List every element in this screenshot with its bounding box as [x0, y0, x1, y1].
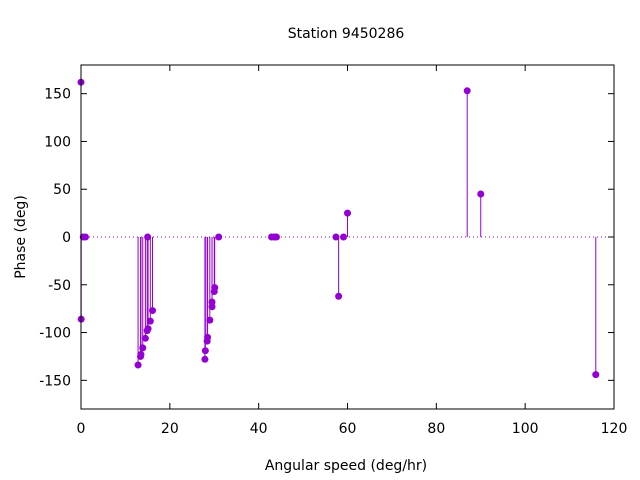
data-point — [206, 316, 214, 324]
data-point — [215, 233, 223, 241]
data-point — [141, 334, 149, 342]
data-point — [332, 233, 340, 241]
plot-frame — [80, 64, 615, 410]
data-point — [340, 233, 348, 241]
data-point — [204, 333, 212, 341]
y-tick-label: -50 — [48, 278, 71, 294]
y-tick-label: 0 — [62, 230, 71, 246]
x-axis-label: Angular speed (deg/hr) — [265, 458, 427, 474]
data-point — [208, 298, 216, 306]
data-point — [139, 344, 147, 352]
data-point — [144, 325, 152, 333]
y-tick-label: 50 — [53, 182, 71, 198]
x-tick-label: 60 — [339, 421, 357, 437]
x-tick-label: 80 — [427, 421, 445, 437]
data-point — [211, 284, 219, 292]
y-tick-label: 100 — [44, 134, 71, 150]
data-point — [272, 233, 280, 241]
ticks-layer: 0 20 40 60 80 100 120 -150 -100 -50 0 50 100 150 — [39, 65, 627, 437]
data-point — [146, 317, 154, 325]
x-tick-label: 100 — [512, 421, 539, 437]
x-tick-label: 120 — [601, 421, 628, 437]
data-point — [201, 347, 209, 355]
chart-title: Station 9450286 — [288, 26, 405, 42]
y-tick-label: -150 — [39, 373, 71, 389]
data-point — [137, 351, 145, 359]
x-tick-label: 40 — [250, 421, 268, 437]
data-marks — [77, 78, 600, 379]
data-point — [335, 292, 343, 300]
x-tick-label: 20 — [161, 421, 179, 437]
data-point — [592, 371, 600, 379]
data-point — [463, 87, 471, 95]
data-point — [201, 355, 209, 363]
data-point — [344, 209, 351, 217]
data-point — [134, 361, 142, 369]
data-point — [477, 190, 485, 198]
y-tick-label: 150 — [44, 87, 71, 103]
y-axis-label: Phase (deg) — [13, 195, 29, 279]
y-tick-label: -100 — [39, 326, 71, 342]
data-point — [81, 233, 89, 241]
data-point — [149, 307, 157, 315]
x-tick-label: 0 — [77, 421, 86, 437]
